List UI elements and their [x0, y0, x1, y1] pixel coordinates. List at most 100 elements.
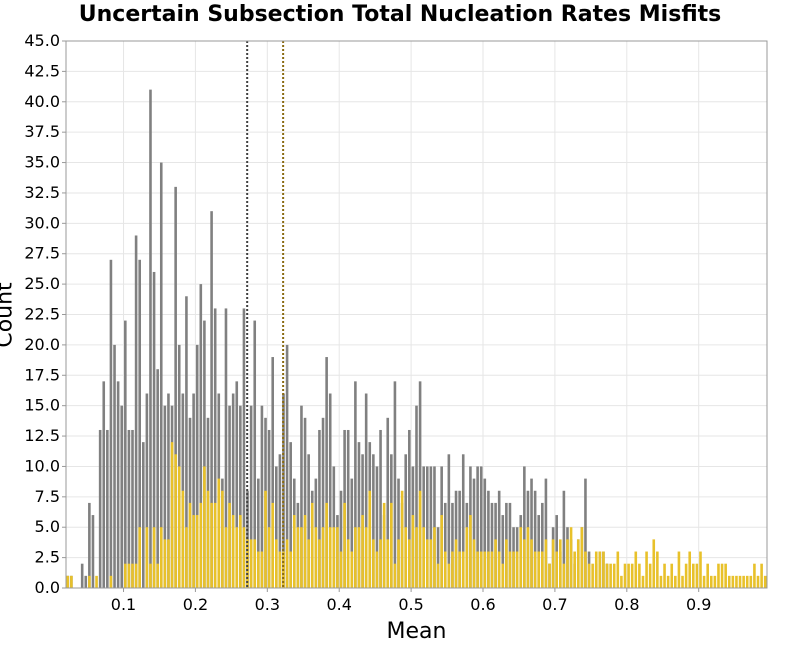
histogram-bar [206, 490, 210, 588]
histogram-bar [684, 563, 688, 588]
histogram-bar [350, 551, 354, 588]
histogram-bar [436, 527, 440, 588]
x-tick-label: 0.2 [183, 595, 208, 614]
histogram-bar [443, 502, 447, 588]
histogram-bar [541, 502, 544, 588]
histogram-bar [318, 429, 321, 588]
histogram-bar [109, 575, 113, 588]
histogram-bar [325, 502, 328, 588]
histogram-bar [106, 429, 109, 588]
x-tick-label: 0.4 [326, 595, 351, 614]
histogram-bar [537, 551, 541, 588]
y-tick-label: 20.0 [24, 335, 60, 354]
histogram-bar [634, 551, 638, 588]
histogram-bar [479, 551, 483, 588]
histogram-bar [483, 478, 487, 588]
y-tick-label: 7.5 [35, 487, 60, 506]
histogram-bar [422, 527, 425, 588]
histogram-bar [361, 515, 364, 588]
histogram-bar [461, 551, 465, 588]
histogram-bar [231, 393, 235, 588]
histogram-bar [88, 575, 91, 588]
histogram-bar [386, 417, 390, 588]
histogram-bar [231, 515, 235, 588]
histogram-bar [228, 502, 231, 588]
histogram-bar [195, 344, 199, 588]
histogram-bar [174, 454, 177, 588]
histogram-bar [544, 478, 548, 588]
histogram-bar [357, 442, 361, 588]
histogram-bar [170, 442, 174, 588]
histogram-bar [192, 393, 195, 588]
histogram-bar [372, 454, 375, 588]
histogram-bar [562, 563, 566, 588]
histogram-bar [307, 539, 310, 588]
histogram-bar [735, 575, 738, 588]
histogram-bar [494, 539, 497, 588]
histogram-bar [408, 539, 411, 588]
histogram-bar [120, 405, 124, 588]
histogram-bar [185, 527, 188, 588]
x-axis-ticks: 0.1 0.2 0.3 0.4 0.5 0.6 0.7 0.8 0.9 [111, 588, 711, 614]
histogram-bar [720, 563, 724, 588]
histogram-bar [271, 502, 275, 588]
histogram-bar [275, 539, 278, 588]
y-tick-label: 2.5 [35, 548, 60, 567]
histogram-bar [149, 89, 152, 588]
histogram-bar [159, 162, 163, 589]
histogram-bar [497, 551, 501, 588]
histogram-bar [181, 490, 185, 588]
histogram-bar [411, 515, 415, 588]
histogram-bar [666, 575, 670, 588]
histogram-bar [562, 490, 566, 588]
histogram-bar [541, 551, 544, 588]
histogram-bar [310, 502, 314, 588]
x-tick-label: 0.7 [542, 595, 567, 614]
histogram-bar [357, 527, 361, 588]
histogram-bar [98, 429, 102, 588]
x-tick-label: 0.6 [470, 595, 495, 614]
histogram-bar [404, 527, 408, 588]
histogram-bar [451, 502, 454, 588]
histogram-bar [163, 539, 167, 588]
histogram-bar [749, 575, 753, 588]
histogram-bar [616, 551, 620, 588]
histogram-bar [260, 405, 264, 588]
histogram-bar [257, 551, 260, 588]
histogram-bar [533, 490, 537, 588]
histogram-bar [476, 466, 479, 588]
histogram-bar [544, 539, 548, 588]
histogram-bar [141, 442, 145, 588]
histogram-bar [709, 575, 713, 588]
histogram-bar [472, 539, 476, 588]
histogram-bar [393, 563, 397, 588]
histogram-bar [66, 575, 70, 588]
histogram-bar [343, 502, 346, 588]
histogram-bar [260, 551, 264, 588]
histogram-bar [354, 381, 357, 588]
histogram-bar [436, 563, 440, 588]
histogram-bar [285, 344, 289, 588]
histogram-bar [267, 429, 271, 588]
histogram-bar [210, 502, 213, 588]
mean-lines [246, 41, 285, 588]
histogram-bar [745, 575, 749, 588]
x-tick-label: 0.9 [686, 595, 711, 614]
histogram-bar [285, 539, 289, 588]
histogram-bar [688, 551, 692, 588]
histogram-bar [566, 539, 569, 588]
y-tick-label: 45.0 [24, 31, 60, 50]
histogram-bar [303, 515, 307, 588]
histogram-bar [289, 551, 292, 588]
histogram-bar [221, 490, 224, 588]
histogram-bar [278, 454, 282, 588]
histogram-bar [501, 515, 505, 588]
histogram-bar [425, 539, 429, 588]
histogram-bar [195, 515, 199, 588]
histogram-bar [131, 429, 134, 588]
histogram-bar [753, 563, 756, 588]
histogram-bar [235, 527, 239, 588]
histogram-bar [242, 527, 246, 588]
histogram-bar [80, 563, 84, 588]
